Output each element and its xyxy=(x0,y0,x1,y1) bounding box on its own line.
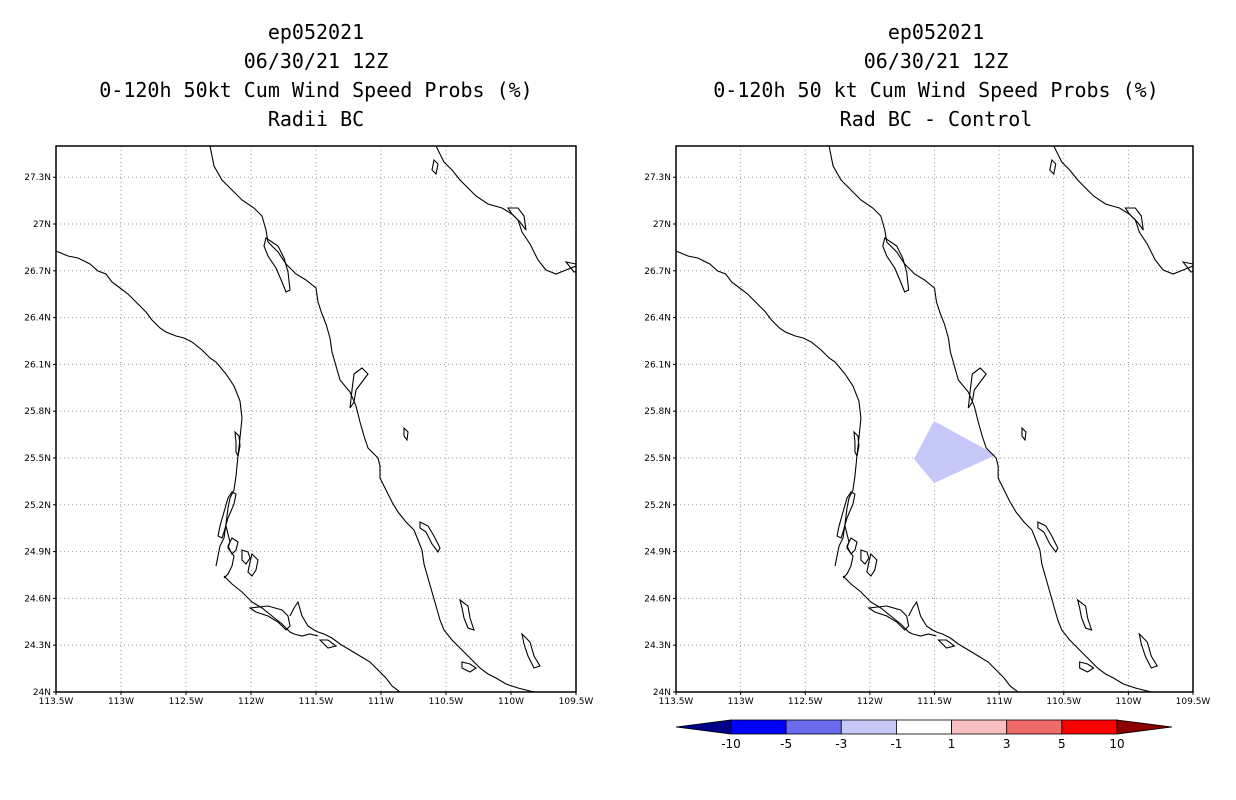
colorbar-segment xyxy=(1116,719,1173,735)
lat-tick-label: 26.4N xyxy=(24,314,51,324)
right-storm-id: ep052021 xyxy=(887,20,985,44)
lat-tick-label: 26.7N xyxy=(644,267,671,277)
left-panel-title: ep052021 06/30/21 12Z 0-120h 50kt Cum Wi… xyxy=(56,18,576,134)
lon-tick-label: 112.5W xyxy=(788,697,823,707)
left-datetime: 06/30/21 12Z xyxy=(243,49,389,73)
lon-tick-label: 113.5W xyxy=(659,697,694,707)
left-coastlines xyxy=(56,146,576,692)
lon-tick-label: 110W xyxy=(1115,697,1141,707)
lat-tick-label: 24N xyxy=(33,688,51,698)
lat-tick-label: 24.9N xyxy=(644,548,671,558)
right-panel-title: ep052021 06/30/21 12Z 0-120h 50 kt Cum W… xyxy=(676,18,1196,134)
colorbar-segment xyxy=(730,719,787,735)
right-map-panel: 113.5W 113W 112.5W 112W 111.5W 111W 110.5W 110W… xyxy=(644,145,1210,707)
lon-tick-label: 113.5W xyxy=(39,697,74,707)
lat-tick-label: 24.3N xyxy=(24,641,51,651)
lat-tick-label: 25.5N xyxy=(24,454,51,464)
lon-tick-label: 110.5W xyxy=(1046,697,1081,707)
lon-tick-label: 112.5W xyxy=(169,697,204,707)
lon-tick-label: 109.5W xyxy=(559,697,594,707)
lon-tick-label: 113W xyxy=(108,697,134,707)
colorbar-label: 5 xyxy=(1058,737,1066,751)
lat-tick-label: 27.3N xyxy=(24,173,51,183)
lon-tick-label: 111W xyxy=(986,697,1012,707)
right-axis-labels: 113.5W 113W 112.5W 112W 111.5W 111W 110.5W 110W… xyxy=(644,173,1210,707)
colorbar-label: 10 xyxy=(1109,737,1124,751)
right-coastlines xyxy=(676,146,1193,692)
lat-tick-label: 26.7N xyxy=(24,267,51,277)
colorbar-segment xyxy=(1006,719,1063,735)
colorbar-segment xyxy=(785,719,842,735)
left-subtitle: Radii BC xyxy=(267,107,365,131)
lat-tick-label: 24.6N xyxy=(24,594,51,604)
colorbar-segment xyxy=(840,719,897,735)
left-map-panel: 113.5W 113W 112.5W 112W 111.5W 111W 110.5W 110W… xyxy=(24,145,593,707)
left-axis-labels: 113.5W 113W 112.5W 112W 111.5W 111W 110.5W 110W… xyxy=(24,173,593,707)
lon-tick-label: 111.5W xyxy=(917,697,952,707)
colorbar-label: -1 xyxy=(890,737,902,751)
right-title: 0-120h 50 kt Cum Wind Speed Probs (%) xyxy=(713,78,1159,102)
lon-tick-label: 112W xyxy=(238,697,264,707)
lat-tick-label: 27N xyxy=(653,220,671,230)
lon-tick-label: 112W xyxy=(857,697,883,707)
lat-tick-label: 24.3N xyxy=(644,641,671,651)
colorbar-segment xyxy=(1061,719,1118,735)
colorbar: -10 -5 -3 -1 1 3 5 10 xyxy=(675,719,1173,751)
lat-tick-label: 25.8N xyxy=(24,407,51,417)
colorbar-segment xyxy=(951,719,1008,735)
lat-tick-label: 26.1N xyxy=(644,360,671,370)
lat-tick-label: 27.3N xyxy=(644,173,671,183)
probability-difference-shading xyxy=(914,421,996,483)
lat-tick-label: 24.9N xyxy=(24,548,51,558)
lon-tick-label: 110W xyxy=(498,697,524,707)
lon-tick-label: 111W xyxy=(368,697,394,707)
lon-tick-label: 111.5W xyxy=(299,697,334,707)
right-gridlines xyxy=(676,146,1193,692)
lat-tick-label: 26.1N xyxy=(24,360,51,370)
lat-tick-label: 27N xyxy=(33,220,51,230)
lon-tick-label: 113W xyxy=(728,697,754,707)
colorbar-label: 3 xyxy=(1003,737,1011,751)
lon-tick-label: 110.5W xyxy=(429,697,464,707)
right-datetime: 06/30/21 12Z xyxy=(863,49,1009,73)
lat-tick-label: 26.4N xyxy=(644,314,671,324)
left-title: 0-120h 50kt Cum Wind Speed Probs (%) xyxy=(99,78,533,102)
left-gridlines xyxy=(56,146,576,692)
lat-tick-label: 25.8N xyxy=(644,407,671,417)
lat-tick-label: 25.5N xyxy=(644,454,671,464)
colorbar-label: -3 xyxy=(835,737,847,751)
lon-tick-label: 109.5W xyxy=(1176,697,1211,707)
lat-tick-label: 25.2N xyxy=(644,501,671,511)
lat-tick-label: 24N xyxy=(653,688,671,698)
lat-tick-label: 25.2N xyxy=(24,501,51,511)
colorbar-label: 1 xyxy=(948,737,956,751)
left-storm-id: ep052021 xyxy=(267,20,365,44)
colorbar-label: -10 xyxy=(721,737,741,751)
colorbar-segment xyxy=(675,719,732,735)
colorbar-label: -5 xyxy=(780,737,792,751)
colorbar-segment xyxy=(896,719,952,735)
right-subtitle: Rad BC - Control xyxy=(839,107,1033,131)
lat-tick-label: 24.6N xyxy=(644,594,671,604)
